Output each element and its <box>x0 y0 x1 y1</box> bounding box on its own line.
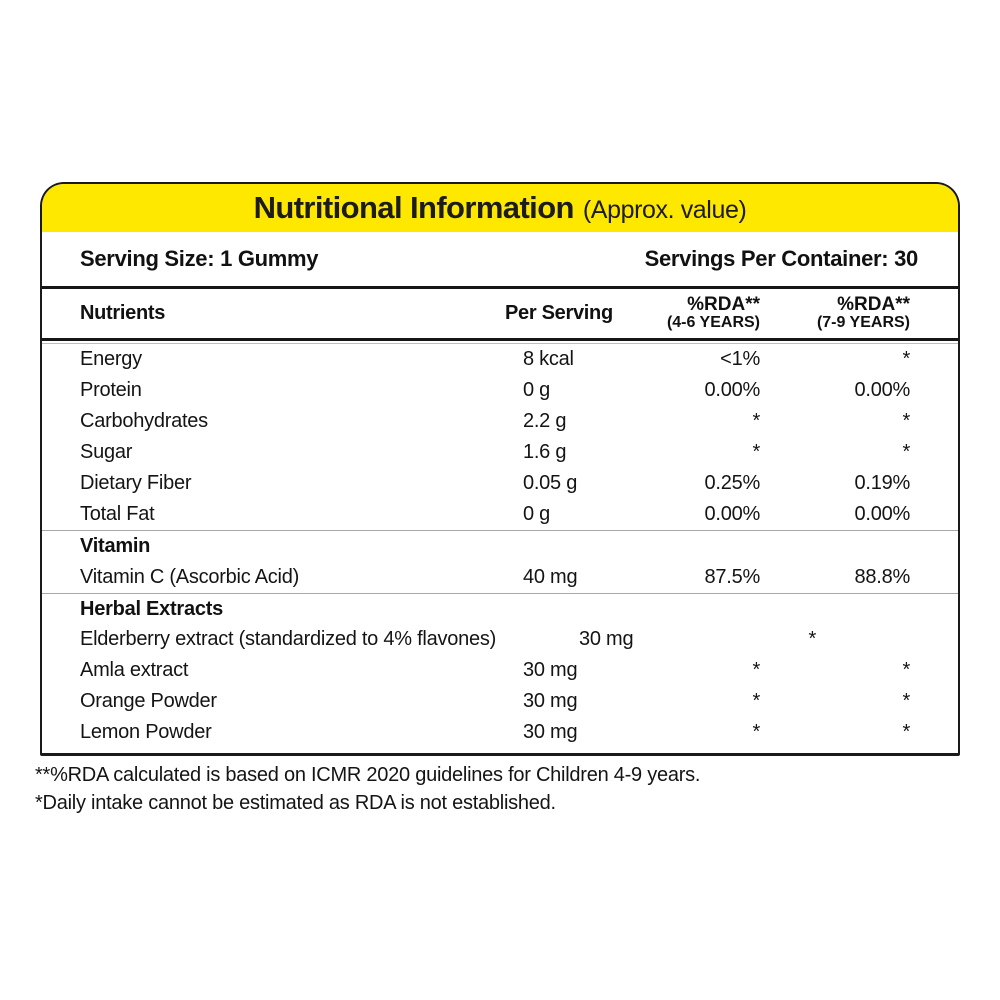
rda-7-9-value: 88.8% <box>854 565 911 588</box>
rda-7-9-value: * <box>902 721 910 743</box>
col-header-nutrients: Nutrients <box>80 302 166 324</box>
col-header-rda-4-6: %RDA** (4-6 YEARS) <box>666 294 760 332</box>
nutrient-name: Energy <box>80 348 142 370</box>
col-header-per-serving: Per Serving <box>505 302 613 324</box>
rda-7-9-value: * <box>816 628 958 651</box>
header-sub-rule <box>42 343 958 344</box>
rda-7-9-value: 0.00% <box>854 379 911 401</box>
nutrient-name: Carbohydrates <box>80 410 208 432</box>
rda-4-6-value: 0.00% <box>704 503 761 525</box>
per-serving-value: 30 mg <box>523 721 578 743</box>
section-heading: Vitamin <box>80 534 151 557</box>
section-heading-row-herbal-extracts: Herbal Extracts <box>42 593 958 624</box>
nutrient-name: Sugar <box>80 441 133 463</box>
per-serving-value: 40 mg <box>523 565 578 588</box>
per-serving-value: 1.6 g <box>523 441 567 463</box>
col-header-rda-7-9: %RDA** (7-9 YEARS) <box>816 294 910 332</box>
nutrient-name: Dietary Fiber <box>80 472 192 494</box>
nutrient-name: Orange Powder <box>80 690 217 712</box>
footnotes: **%RDA calculated is based on ICMR 2020 … <box>35 762 965 817</box>
rda-4-6-value: * <box>752 690 760 712</box>
serving-size-label: Serving Size: 1 Gummy <box>80 246 319 271</box>
footnote-rda: **%RDA calculated is based on ICMR 2020 … <box>35 764 701 786</box>
nutrient-name: Amla extract <box>80 659 189 681</box>
per-serving-value: 30 mg <box>523 659 578 681</box>
nutrient-row-sugar: Sugar 1.6 g * * <box>42 437 958 468</box>
rda-4-6-value: * <box>808 628 816 650</box>
servings-per-container-label: Servings Per Container: 30 <box>644 246 919 271</box>
nutrient-row-orange-powder: Orange Powder 30 mg * * <box>42 686 958 717</box>
panel-title: Nutritional Information <box>253 190 575 225</box>
nutrient-row-lemon-powder: Lemon Powder 30 mg * * <box>42 717 958 748</box>
nutrient-name: Lemon Powder <box>80 721 212 743</box>
serving-row: Serving Size: 1 Gummy Servings Per Conta… <box>42 232 958 289</box>
nutrient-row-vitamin-c: Vitamin C (Ascorbic Acid) 40 mg 87.5% 88… <box>42 561 958 593</box>
per-serving-value: 2.2 g <box>523 410 567 432</box>
rda-7-9-value: * <box>902 690 910 712</box>
nutrient-row-total-fat: Total Fat 0 g 0.00% 0.00% <box>42 499 958 530</box>
per-serving-value: 30 mg <box>523 690 578 712</box>
footnote-daily-intake: *Daily intake cannot be estimated as RDA… <box>35 791 556 814</box>
rda-7-9-value: 0.19% <box>854 472 911 494</box>
rda-7-9-value: 0.00% <box>854 503 911 525</box>
nutrient-row-amla-extract: Amla extract 30 mg * * <box>42 655 958 686</box>
nutrient-row-protein: Protein 0 g 0.00% 0.00% <box>42 375 958 406</box>
rda-4-6-value: * <box>752 441 760 463</box>
rda-7-9-value: * <box>902 410 910 432</box>
nutrition-panel: Nutritional Information (Approx. value) … <box>40 182 960 756</box>
rda-4-6-value: <1% <box>720 348 760 370</box>
per-serving-value: 8 kcal <box>523 348 574 370</box>
per-serving-value: 0 g <box>523 379 551 401</box>
rda-7-9-value: * <box>902 659 910 681</box>
panel-title-note: (Approx. value) <box>582 196 747 224</box>
section-heading-row-vitamin: Vitamin <box>42 530 958 561</box>
per-serving-value: 30 mg <box>578 628 634 650</box>
nutrient-name: Total Fat <box>80 503 155 525</box>
rda-4-6-value: * <box>752 410 760 432</box>
nutrient-name: Vitamin C (Ascorbic Acid) <box>80 565 300 588</box>
per-serving-value: 0.05 g <box>523 472 578 494</box>
rda-4-6-value: * <box>752 721 760 743</box>
rda-7-9-value: * <box>902 441 910 463</box>
nutrient-row-elderberry-extract: Elderberry extract (standardized to 4% f… <box>42 624 958 655</box>
rda-4-6-value: 0.00% <box>704 379 761 401</box>
panel-header: Nutritional Information (Approx. value) <box>42 184 958 232</box>
rda-4-6-value: 87.5% <box>704 565 761 588</box>
table-header-row: Nutrients Per Serving %RDA** (4-6 YEARS)… <box>42 289 958 341</box>
nutrient-row-carbohydrates: Carbohydrates 2.2 g * * <box>42 406 958 437</box>
rda-7-9-value: * <box>902 348 910 370</box>
nutrient-name: Elderberry extract (standardized to 4% f… <box>80 628 496 650</box>
rda-4-6-value: * <box>752 659 760 681</box>
rda-4-6-value: 0.25% <box>704 472 761 494</box>
per-serving-value: 0 g <box>523 503 551 525</box>
section-heading: Herbal Extracts <box>80 597 223 620</box>
nutrient-row-dietary-fiber: Dietary Fiber 0.05 g 0.25% 0.19% <box>42 468 958 499</box>
nutrient-name: Protein <box>80 379 142 401</box>
nutrient-row-energy: Energy 8 kcal <1% * <box>42 344 958 375</box>
